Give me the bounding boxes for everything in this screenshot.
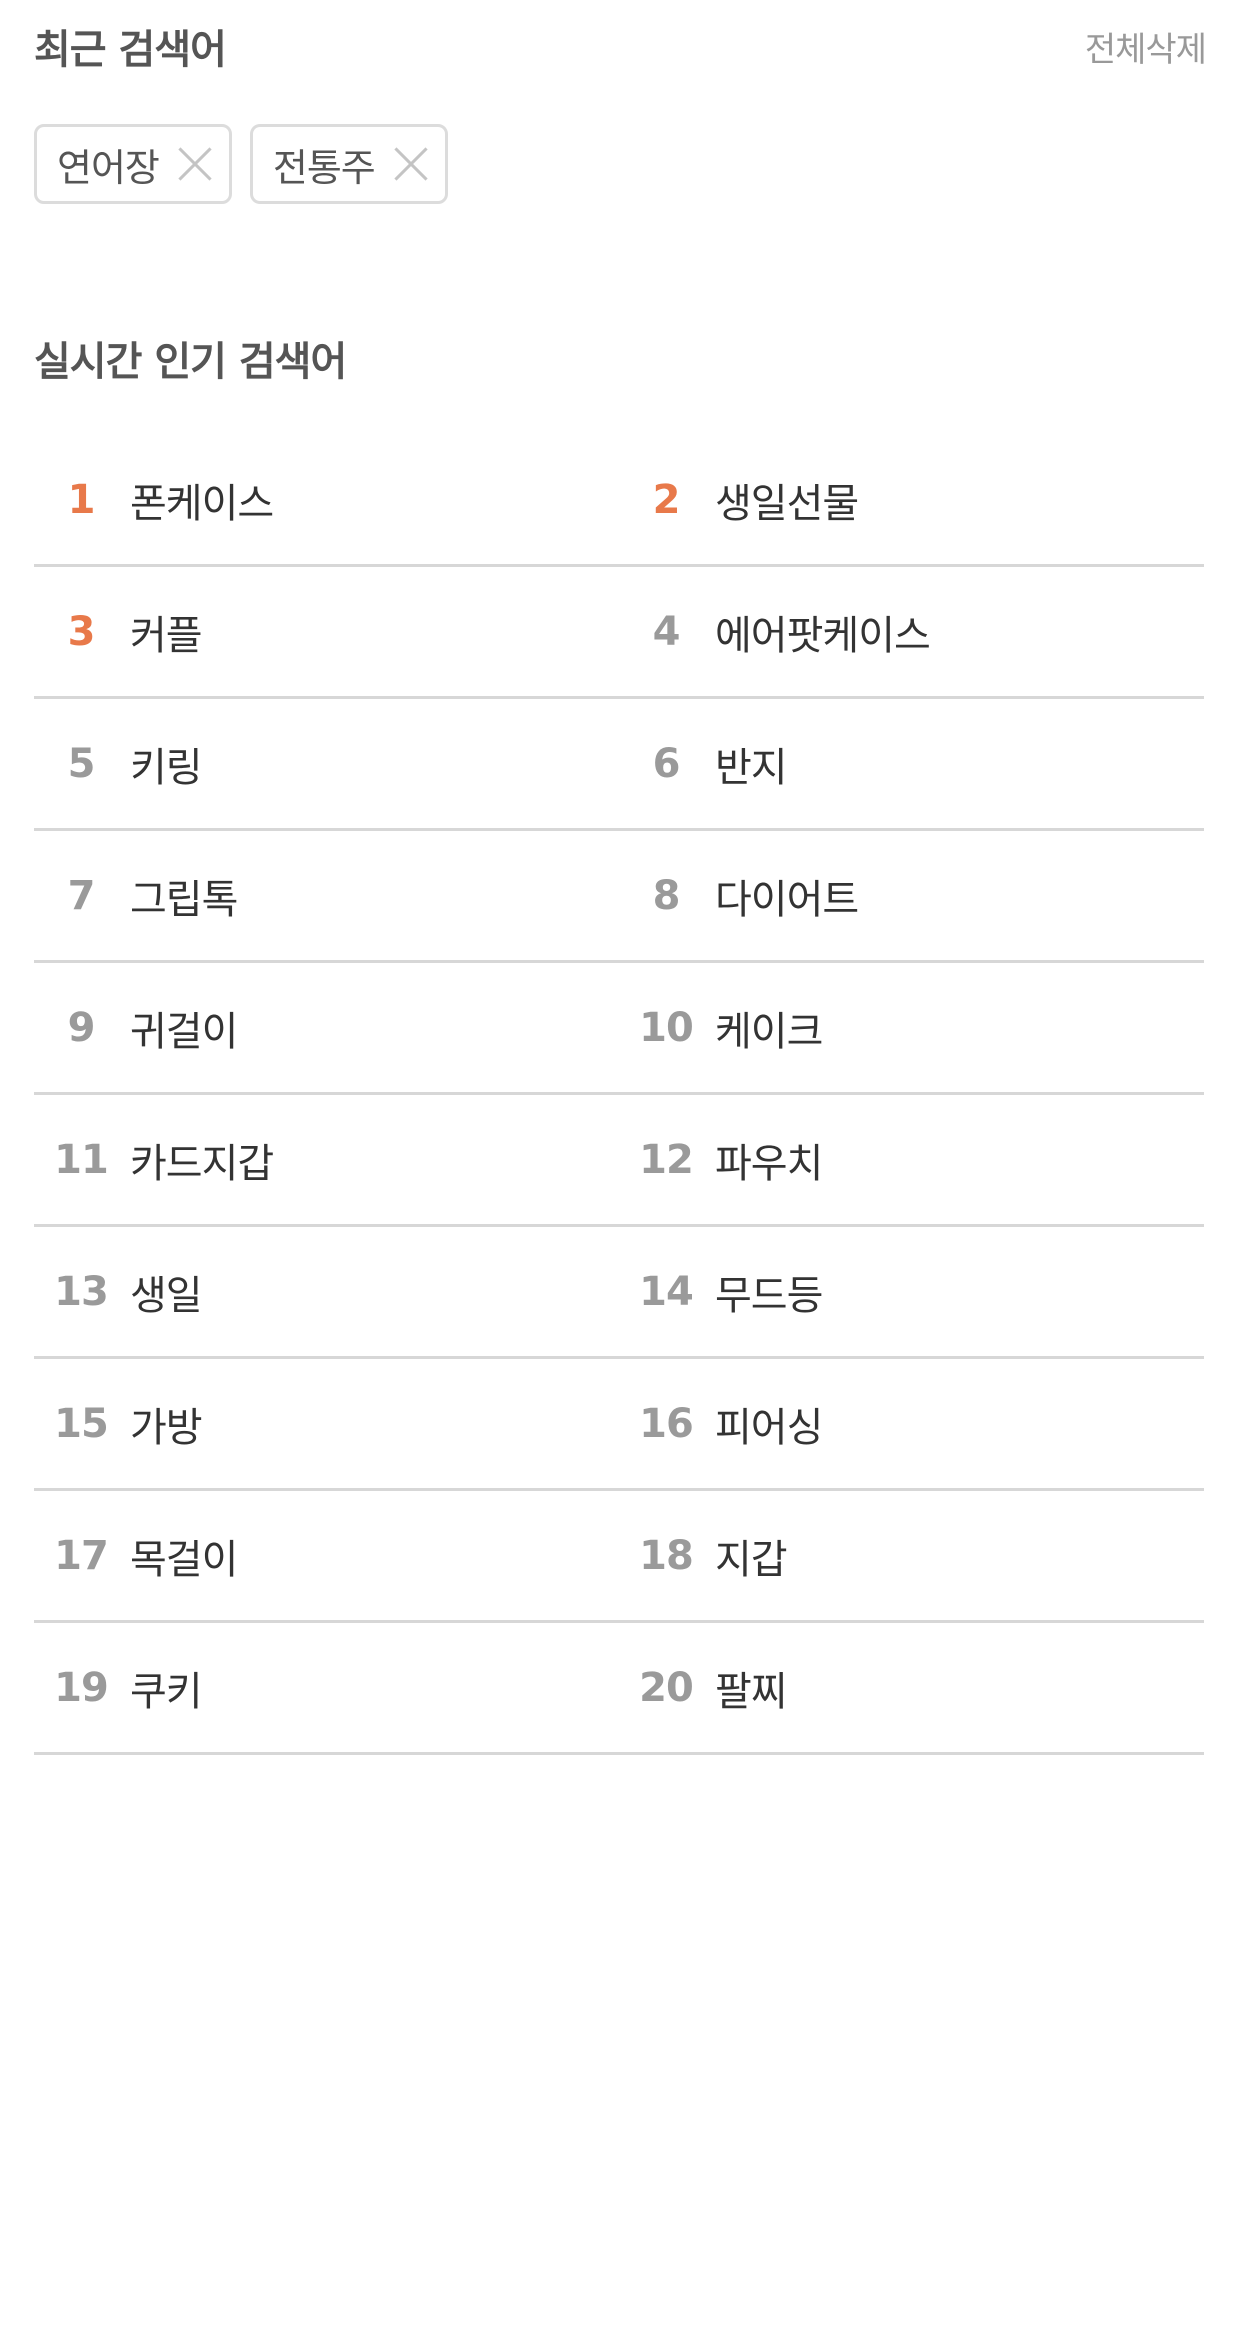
rank-number: 2: [652, 476, 681, 523]
ranking-item[interactable]: 17 목걸이: [34, 1491, 619, 1620]
ranking-item[interactable]: 8 다이어트: [619, 831, 1204, 960]
ranking-item[interactable]: 1 폰케이스: [34, 435, 619, 564]
rank-keyword: 목걸이: [130, 1536, 238, 1583]
ranking-row: 11 카드지갑 12 파우치: [34, 1095, 1204, 1227]
popular-searches-title: 실시간 인기 검색어: [34, 339, 347, 385]
ranking-item[interactable]: 4 에어팟케이스: [619, 567, 1204, 696]
recent-search-chip[interactable]: 연어장: [34, 124, 232, 204]
recent-search-chips: 연어장 전통주: [34, 124, 448, 204]
rank-number: 1: [67, 476, 96, 523]
rank-keyword: 그립톡: [130, 876, 238, 923]
popular-ranking-list: 1 폰케이스 2 생일선물 3 커플 4 에어팟케이스 5 키링 6 반지 7 …: [34, 435, 1204, 1755]
rank-number: 9: [67, 1004, 96, 1051]
recent-searches-header: 최근 검색어 전체삭제: [34, 14, 1207, 78]
ranking-item[interactable]: 9 귀걸이: [34, 963, 619, 1092]
close-icon[interactable]: [391, 144, 431, 184]
rank-keyword: 무드등: [715, 1272, 823, 1319]
rank-keyword: 키링: [130, 744, 203, 791]
rank-keyword: 쿠키: [130, 1668, 203, 1715]
rank-keyword: 지갑: [715, 1536, 788, 1583]
ranking-item[interactable]: 20 팔찌: [619, 1623, 1204, 1752]
recent-search-chip-label: 연어장: [57, 145, 160, 190]
rank-keyword: 피어싱: [715, 1404, 823, 1451]
rank-keyword: 팔찌: [715, 1668, 788, 1715]
rank-keyword: 카드지갑: [130, 1140, 274, 1187]
ranking-item[interactable]: 11 카드지갑: [34, 1095, 619, 1224]
recent-search-chip-label: 전통주: [272, 145, 376, 190]
ranking-row: 17 목걸이 18 지갑: [34, 1491, 1204, 1623]
ranking-item[interactable]: 12 파우치: [619, 1095, 1204, 1224]
rank-number: 15: [54, 1400, 109, 1447]
close-icon[interactable]: [175, 144, 215, 184]
rank-number: 19: [54, 1664, 109, 1711]
ranking-row: 19 쿠키 20 팔찌: [34, 1623, 1204, 1755]
rank-number: 16: [639, 1400, 694, 1447]
ranking-row: 1 폰케이스 2 생일선물: [34, 435, 1204, 567]
ranking-row: 3 커플 4 에어팟케이스: [34, 567, 1204, 699]
rank-number: 17: [54, 1532, 109, 1579]
rank-keyword: 생일: [130, 1272, 203, 1319]
ranking-item[interactable]: 7 그립톡: [34, 831, 619, 960]
rank-keyword: 케이크: [715, 1008, 823, 1055]
recent-searches-title: 최근 검색어: [34, 27, 227, 73]
rank-number: 7: [67, 872, 96, 919]
rank-number: 12: [639, 1136, 694, 1183]
ranking-row: 9 귀걸이 10 케이크: [34, 963, 1204, 1095]
ranking-row: 13 생일 14 무드등: [34, 1227, 1204, 1359]
ranking-item[interactable]: 3 커플: [34, 567, 619, 696]
rank-number: 20: [639, 1664, 694, 1711]
rank-number: 8: [652, 872, 681, 919]
rank-number: 10: [639, 1004, 694, 1051]
ranking-item[interactable]: 13 생일: [34, 1227, 619, 1356]
rank-number: 18: [639, 1532, 694, 1579]
ranking-item[interactable]: 2 생일선물: [619, 435, 1204, 564]
rank-number: 5: [67, 740, 96, 787]
rank-keyword: 에어팟케이스: [715, 612, 931, 659]
ranking-item[interactable]: 14 무드등: [619, 1227, 1204, 1356]
ranking-row: 7 그립톡 8 다이어트: [34, 831, 1204, 963]
rank-keyword: 다이어트: [715, 876, 859, 923]
rank-number: 4: [652, 608, 681, 655]
rank-keyword: 파우치: [715, 1140, 823, 1187]
rank-keyword: 반지: [715, 744, 788, 791]
rank-keyword: 가방: [130, 1404, 203, 1451]
rank-keyword: 폰케이스: [130, 480, 274, 527]
popular-searches-header: 실시간 인기 검색어: [34, 326, 347, 390]
rank-keyword: 커플: [130, 612, 203, 659]
ranking-item[interactable]: 5 키링: [34, 699, 619, 828]
rank-number: 6: [652, 740, 681, 787]
rank-number: 11: [54, 1136, 109, 1183]
ranking-item[interactable]: 6 반지: [619, 699, 1204, 828]
rank-keyword: 생일선물: [715, 480, 859, 527]
ranking-item[interactable]: 19 쿠키: [34, 1623, 619, 1752]
rank-number: 14: [639, 1268, 694, 1315]
rank-keyword: 귀걸이: [130, 1008, 238, 1055]
ranking-item[interactable]: 16 피어싱: [619, 1359, 1204, 1488]
rank-number: 13: [54, 1268, 109, 1315]
ranking-row: 15 가방 16 피어싱: [34, 1359, 1204, 1491]
ranking-item[interactable]: 18 지갑: [619, 1491, 1204, 1620]
ranking-row: 5 키링 6 반지: [34, 699, 1204, 831]
delete-all-button[interactable]: 전체삭제: [1085, 22, 1207, 71]
rank-number: 3: [67, 608, 96, 655]
ranking-item[interactable]: 10 케이크: [619, 963, 1204, 1092]
ranking-item[interactable]: 15 가방: [34, 1359, 619, 1488]
recent-search-chip[interactable]: 전통주: [249, 124, 448, 204]
